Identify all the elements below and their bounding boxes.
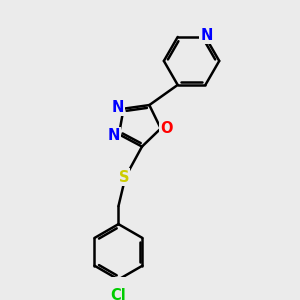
Text: N: N [112,100,124,115]
Text: Cl: Cl [111,288,126,300]
Text: O: O [160,121,172,136]
Text: S: S [119,169,129,184]
Text: N: N [201,28,213,43]
Text: N: N [107,128,120,143]
